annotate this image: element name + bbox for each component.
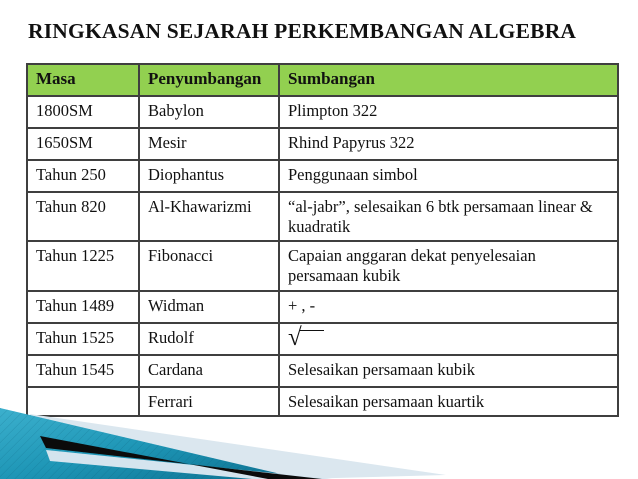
cell-masa: Tahun 1489 [26, 289, 140, 324]
cell-penyumbangan: Babylon [138, 95, 280, 129]
table-row: Ferrari Selesaikan persamaan kuartik [26, 385, 619, 417]
cell-masa: 1650SM [26, 127, 140, 161]
teal-wedge-texture [0, 408, 302, 479]
cell-sumbangan: “al-jabr”, selesaikan 6 btk persamaan li… [278, 190, 619, 243]
cell-masa: 1800SM [26, 95, 140, 129]
slide-title: RINGKASAN SEJARAH PERKEMBANGAN ALGEBRA [28, 19, 577, 43]
cell-sumbangan-radical: √ [278, 321, 619, 356]
cell-sumbangan: Rhind Papyrus 322 [278, 127, 619, 161]
cell-masa: Tahun 1525 [26, 321, 140, 356]
teal-wedge [0, 408, 302, 479]
table-row: Tahun 250 Diophantus Penggunaan simbol [26, 159, 619, 193]
table-row: Tahun 820 Al-Khawarizmi “al-jabr”, seles… [26, 190, 619, 243]
cell-masa: Tahun 250 [26, 159, 140, 193]
cell-sumbangan: Penggunaan simbol [278, 159, 619, 193]
square-root-symbol: √ [288, 323, 302, 351]
algebra-history-table: Masa Penyumbangan Sumbangan 1800SM Babyl… [26, 63, 619, 417]
cell-sumbangan: Selesaikan persamaan kuartik [278, 385, 619, 417]
cell-penyumbangan: Widman [138, 289, 280, 324]
cell-penyumbangan: Diophantus [138, 159, 280, 193]
pale-blue-wedge [30, 414, 446, 479]
pale-stripe [46, 450, 332, 479]
cell-sumbangan: Selesaikan persamaan kubik [278, 353, 619, 388]
cell-penyumbangan: Ferrari [138, 385, 280, 417]
cell-masa: Tahun 820 [26, 190, 140, 243]
table-row: Tahun 1545 Cardana Selesaikan persamaan … [26, 353, 619, 388]
cell-penyumbangan: Mesir [138, 127, 280, 161]
cell-penyumbangan: Al-Khawarizmi [138, 190, 280, 243]
cell-penyumbangan: Fibonacci [138, 240, 280, 292]
table-row: 1650SM Mesir Rhind Papyrus 322 [26, 127, 619, 161]
table-row: Tahun 1525 Rudolf √ [26, 321, 619, 356]
cell-penyumbangan: Cardana [138, 353, 280, 388]
table-row: Tahun 1489 Widman + , - [26, 289, 619, 324]
table-row: 1800SM Babylon Plimpton 322 [26, 95, 619, 129]
header-sumbangan: Sumbangan [278, 63, 619, 97]
cell-masa: Tahun 1545 [26, 353, 140, 388]
square-root-vinculum [299, 329, 324, 331]
table-row: Tahun 1225 Fibonacci Capaian anggaran de… [26, 240, 619, 292]
cell-penyumbangan: Rudolf [138, 321, 280, 356]
table-header-row: Masa Penyumbangan Sumbangan [26, 63, 619, 97]
cell-sumbangan: Capaian anggaran dekat penyelesaian pers… [278, 240, 619, 292]
cell-sumbangan: Plimpton 322 [278, 95, 619, 129]
cell-masa [26, 385, 140, 417]
header-masa: Masa [26, 63, 140, 97]
cell-masa: Tahun 1225 [26, 240, 140, 292]
header-penyumbangan: Penyumbangan [138, 63, 280, 97]
cell-sumbangan: + , - [278, 289, 619, 324]
black-stripe [40, 436, 322, 479]
